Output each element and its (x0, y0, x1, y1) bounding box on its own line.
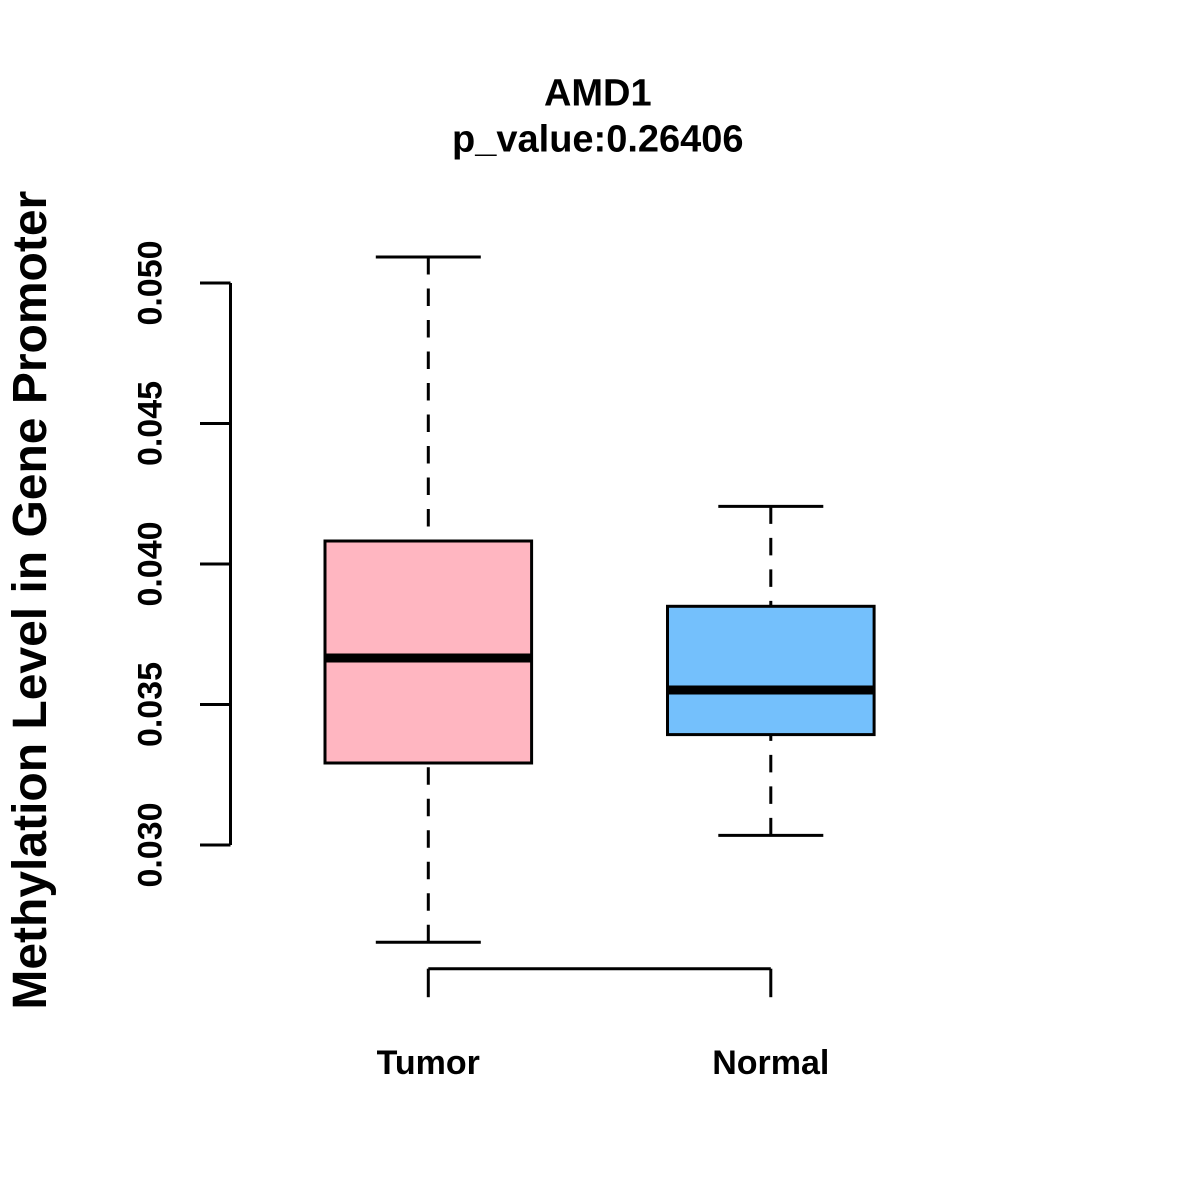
svg-text:Tumor: Tumor (377, 1044, 480, 1082)
svg-text:0.050: 0.050 (131, 240, 169, 325)
svg-text:0.030: 0.030 (131, 802, 169, 887)
svg-text:AMD1: AMD1 (544, 73, 652, 115)
svg-text:Normal: Normal (712, 1044, 829, 1082)
svg-text:0.040: 0.040 (131, 521, 169, 606)
svg-text:Methylation Level in Gene Prom: Methylation Level in Gene Promoter (4, 191, 57, 1010)
svg-text:0.035: 0.035 (131, 662, 169, 747)
svg-text:0.045: 0.045 (131, 381, 169, 466)
svg-text:p_value:0.26406: p_value:0.26406 (452, 118, 744, 160)
